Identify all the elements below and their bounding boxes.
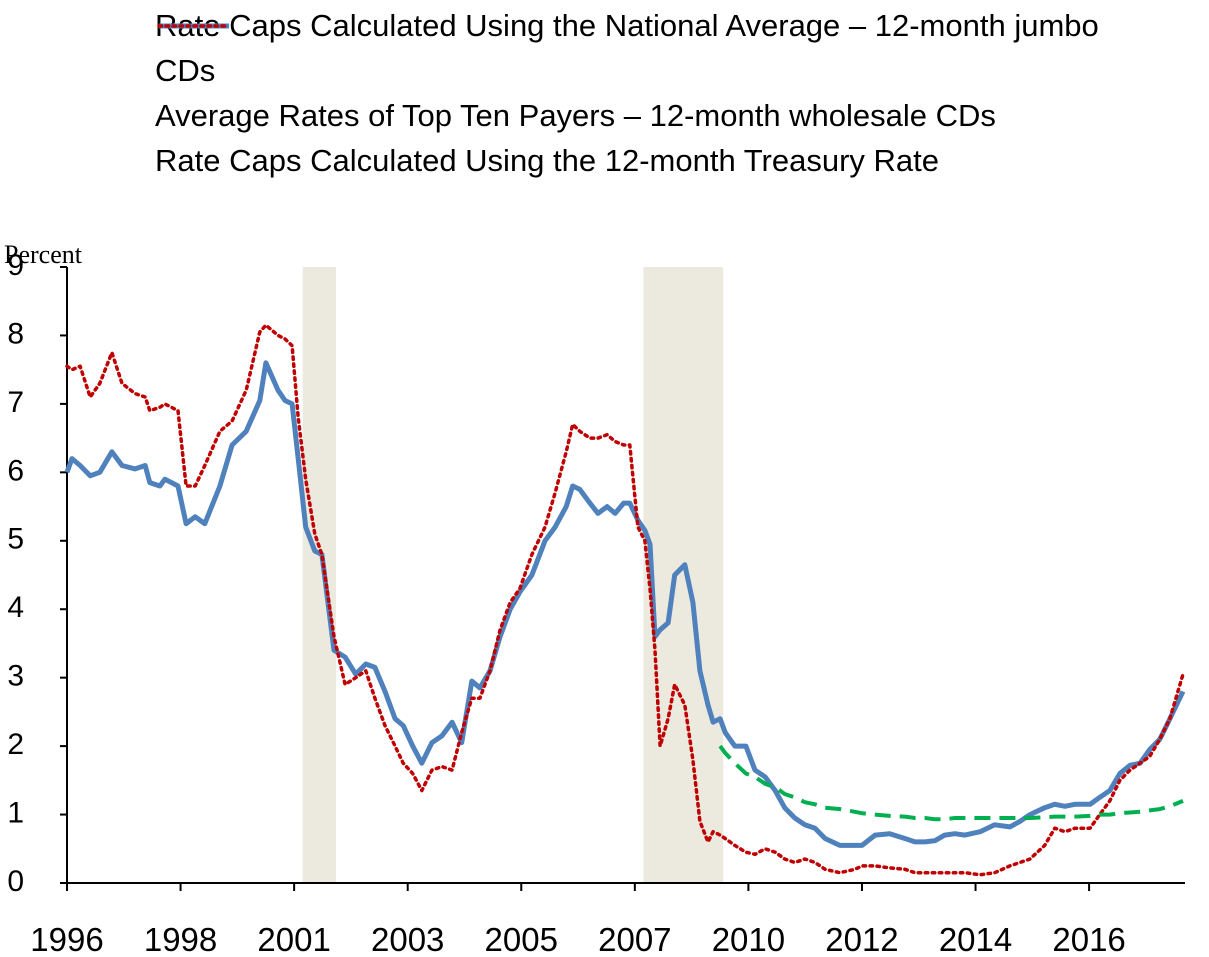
y-tick-label: 1 [7,796,24,829]
legend-label: Rate Caps Calculated Using the National … [155,8,1099,88]
x-tick-label: 2005 [485,921,558,957]
x-tick-label: 2001 [257,921,330,957]
x-tick-label: 2014 [939,921,1012,957]
legend-item: Average Rates of Top Ten Payers – 12-mon… [155,23,1125,138]
x-tick-label: 2007 [598,921,671,957]
x-tick-label: 2012 [825,921,898,957]
y-tick-label: 8 [7,317,24,350]
x-tick-label: 1996 [30,921,103,957]
series-line [718,744,1184,822]
y-tick-label: 4 [7,591,24,624]
y-tick-label: 3 [7,660,24,693]
shaded-period [302,267,337,883]
x-tick-label: 2003 [371,921,444,957]
x-tick-label: 1998 [144,921,217,957]
y-axis-label: Percent [4,240,83,269]
series-line [64,360,1186,848]
y-tick-label: 5 [7,523,24,556]
legend-label: Rate Caps Calculated Using the 12-month … [155,143,940,178]
legend-label: Average Rates of Top Ten Payers – 12-mon… [155,98,996,133]
x-tick-label: 2016 [1052,921,1125,957]
series-line [65,323,1185,877]
y-tick-label: 2 [7,728,24,761]
legend-item: Rate Caps Calculated Using the National … [155,3,1125,93]
y-tick-label: 0 [7,865,24,898]
y-tick-label: 7 [7,386,24,419]
legend: Rate Caps Calculated Using the National … [155,3,1125,183]
legend-item: Rate Caps Calculated Using the 12-month … [155,24,1125,183]
legend-swatch [157,24,231,28]
y-tick-label: 9 [7,249,24,282]
y-tick-label: 6 [7,454,24,487]
x-tick-label: 2010 [712,921,785,957]
shaded-period [643,267,724,883]
